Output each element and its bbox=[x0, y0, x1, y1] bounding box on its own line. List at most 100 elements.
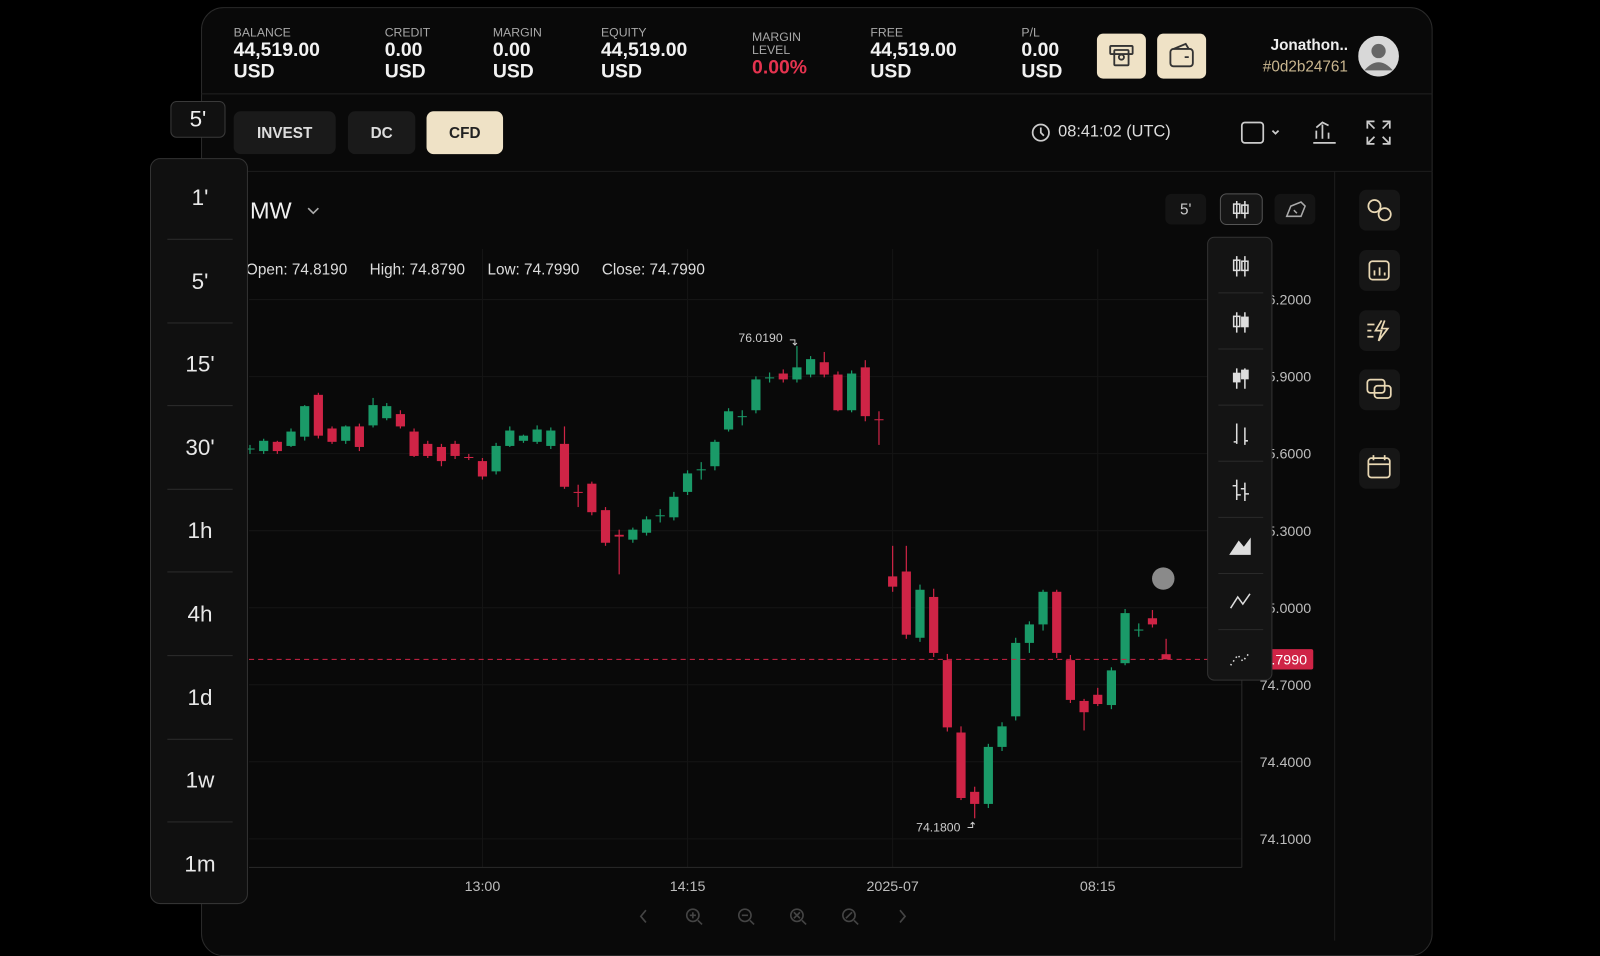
stat-label: P/L bbox=[1021, 25, 1040, 40]
candle-body bbox=[259, 440, 269, 452]
candle-body bbox=[341, 426, 351, 441]
candle-body bbox=[901, 571, 911, 635]
ohlc-label: Close: bbox=[601, 261, 646, 279]
ohlc-label: Open: bbox=[245, 261, 288, 279]
chart-type-menu bbox=[1207, 236, 1273, 682]
timeframe-option[interactable]: 1w bbox=[167, 740, 233, 823]
candle-body bbox=[327, 428, 337, 442]
candle-body bbox=[806, 359, 816, 375]
stat-label: MARGIN LEVEL bbox=[752, 29, 802, 58]
tab-dc[interactable]: DC bbox=[347, 111, 416, 155]
ohlc-item: Low: 74.7990 bbox=[487, 261, 579, 278]
candle-body bbox=[464, 456, 474, 459]
x-tick-label: 14:15 bbox=[670, 879, 706, 895]
draw-button[interactable] bbox=[1274, 193, 1316, 225]
candle-body bbox=[245, 448, 255, 450]
stat-value: 44,519.00 bbox=[233, 39, 320, 62]
candle-body bbox=[587, 483, 597, 513]
clock: 08:41:02 (UTC) bbox=[1058, 123, 1171, 141]
timeframe-option[interactable]: 1h bbox=[167, 490, 233, 573]
candle-body bbox=[751, 379, 761, 411]
avatar[interactable] bbox=[1358, 35, 1399, 77]
x-tick-label: 2025-07 bbox=[866, 879, 918, 895]
candle-body bbox=[874, 419, 884, 421]
y-tick-label: 76.2000 bbox=[1260, 293, 1312, 309]
tab-cfd[interactable]: CFD bbox=[426, 111, 504, 155]
timeframe-option[interactable]: 15' bbox=[167, 324, 233, 407]
cursor bbox=[1152, 567, 1175, 590]
candle-body bbox=[395, 414, 405, 427]
user-id: #0d2b24761 bbox=[1262, 58, 1348, 76]
candle-body bbox=[847, 373, 857, 411]
candle-body bbox=[300, 406, 310, 437]
symbol-chevron[interactable] bbox=[307, 207, 319, 215]
chart-type-icon bbox=[1232, 201, 1249, 219]
candle-body bbox=[1120, 613, 1130, 664]
ohlc-label: High: bbox=[369, 261, 406, 279]
y-tick-label: 75.3000 bbox=[1260, 524, 1312, 540]
stat-label: BALANCE bbox=[233, 25, 291, 40]
candle-body bbox=[970, 791, 980, 804]
chart-type-options[interactable] bbox=[1208, 238, 1273, 682]
timeframe-option[interactable]: 5' bbox=[167, 240, 233, 324]
low-marker bbox=[967, 821, 976, 828]
y-tick-label: 74.1000 bbox=[1260, 832, 1312, 848]
candle-body bbox=[600, 510, 611, 543]
candle-body bbox=[723, 411, 734, 430]
low-marker-label: 74.1800 bbox=[916, 821, 960, 835]
ohlc-value: 74.8190 bbox=[291, 261, 348, 279]
timeframe-option[interactable]: 30' bbox=[167, 407, 233, 490]
candle-body bbox=[546, 430, 556, 446]
candle-body bbox=[682, 473, 693, 492]
stat: P/L 0.00 USD bbox=[1021, 25, 1062, 83]
candle-body bbox=[1079, 700, 1089, 713]
candle-body bbox=[313, 394, 323, 436]
deposit-button[interactable] bbox=[1096, 33, 1146, 79]
candle-body bbox=[368, 405, 378, 426]
stat-unit: USD bbox=[870, 61, 912, 83]
stat: MARGIN LEVEL 0.00% bbox=[752, 29, 815, 79]
chart-interval: 5' bbox=[1179, 201, 1192, 219]
candle-body bbox=[628, 529, 638, 540]
candle-body bbox=[1052, 591, 1062, 653]
timeframe-button[interactable]: 5' bbox=[170, 101, 226, 138]
plot-area: 76.2000 75.9000 75.6000 75.3000 75.0000 74.70… bbox=[245, 248, 1314, 895]
interval-button[interactable] bbox=[1165, 193, 1207, 225]
timeframe-option[interactable]: 1' bbox=[167, 157, 233, 240]
timeframe-option[interactable]: 1m bbox=[184, 851, 216, 877]
stat-value: 0.00 bbox=[384, 39, 423, 62]
ohlc-item: Open: 74.8190 bbox=[246, 261, 347, 278]
candle-body bbox=[573, 491, 583, 493]
candle-body bbox=[1147, 618, 1158, 625]
candle-body bbox=[819, 362, 829, 375]
candle-body bbox=[354, 426, 364, 447]
candle-body bbox=[382, 406, 392, 419]
candle-body bbox=[532, 429, 542, 442]
stat-label: FREE bbox=[870, 25, 904, 40]
wallet-button[interactable] bbox=[1157, 33, 1207, 79]
wallet-icon bbox=[1169, 42, 1194, 68]
stat: BALANCE 44,519.00 USD bbox=[233, 25, 320, 83]
candle-body bbox=[792, 367, 802, 380]
timeframe-option[interactable]: 4h bbox=[167, 573, 233, 657]
candle-body bbox=[436, 446, 447, 462]
toolbar-icons[interactable] bbox=[1031, 120, 1391, 145]
ohlc-value: 74.7990 bbox=[524, 261, 580, 279]
candle-body bbox=[1161, 654, 1171, 660]
sidebar[interactable] bbox=[1359, 189, 1400, 489]
candle-body bbox=[778, 373, 788, 380]
ohlc-item: High: 74.8790 bbox=[370, 261, 465, 278]
stat-value: 0.00 bbox=[1021, 39, 1060, 62]
timeframe-menu: 1' 5' 15' 30' 1h 4h 1d 1w 1m bbox=[149, 157, 248, 905]
candle-body bbox=[997, 726, 1007, 747]
candle-body bbox=[286, 431, 296, 446]
timeframe-option[interactable]: 1d bbox=[167, 657, 233, 740]
candle-body bbox=[641, 519, 652, 533]
zoom-controls[interactable] bbox=[639, 908, 907, 926]
ohlc-item: Close: 74.7990 bbox=[602, 261, 705, 278]
symbol[interactable]: MW bbox=[249, 196, 292, 224]
tab-invest[interactable]: INVEST bbox=[233, 111, 336, 155]
candle-body bbox=[737, 416, 747, 418]
